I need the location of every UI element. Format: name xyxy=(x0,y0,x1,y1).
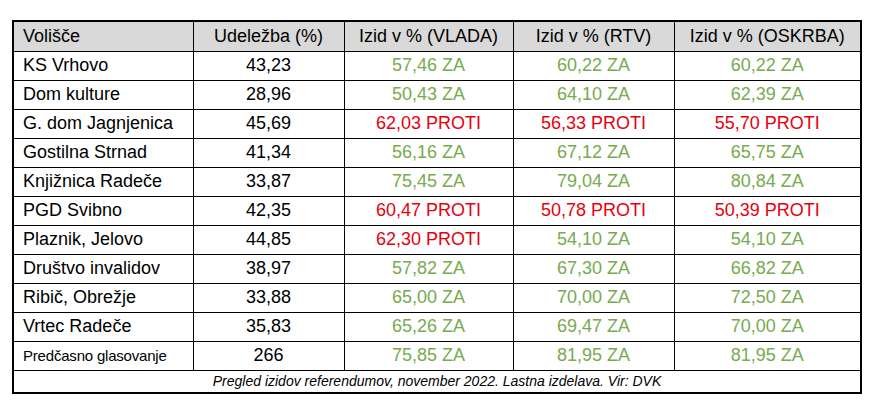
cell-udelezba: 45,69 xyxy=(193,109,344,138)
cell-izid-vlada: 56,16 ZA xyxy=(344,138,513,167)
cell-udelezba: 41,34 xyxy=(193,138,344,167)
cell-izid-rtv: 69,47 ZA xyxy=(513,312,674,341)
cell-volisce: Dom kulture xyxy=(13,80,193,109)
cell-izid-vlada: 62,03 PROTI xyxy=(344,109,513,138)
cell-izid-vlada: 60,47 PROTI xyxy=(344,196,513,225)
cell-izid-oskrba: 54,10 ZA xyxy=(674,225,861,254)
cell-izid-rtv: 54,10 ZA xyxy=(513,225,674,254)
cell-izid-rtv: 67,12 ZA xyxy=(513,138,674,167)
cell-izid-vlada: 50,43 ZA xyxy=(344,80,513,109)
table-row: Gostilna Strnad41,3456,16 ZA67,12 ZA65,7… xyxy=(13,138,861,167)
cell-izid-rtv: 56,33 PROTI xyxy=(513,109,674,138)
table-body: KS Vrhovo43,2357,46 ZA60,22 ZA60,22 ZADo… xyxy=(13,51,861,370)
cell-izid-vlada: 65,26 ZA xyxy=(344,312,513,341)
table-header: Volišče Udeležba (%) Izid v % (VLADA) Iz… xyxy=(13,21,861,51)
cell-izid-rtv: 60,22 ZA xyxy=(513,51,674,80)
cell-izid-rtv: 67,30 ZA xyxy=(513,254,674,283)
cell-izid-vlada: 57,46 ZA xyxy=(344,51,513,80)
column-header-izid-vlada: Izid v % (VLADA) xyxy=(344,21,513,51)
cell-izid-vlada: 57,82 ZA xyxy=(344,254,513,283)
table-footer: Pregled izidov referendumov, november 20… xyxy=(13,370,861,393)
table-row: Plaznik, Jelovo44,8562,30 PROTI54,10 ZA5… xyxy=(13,225,861,254)
cell-izid-rtv: 64,10 ZA xyxy=(513,80,674,109)
cell-izid-oskrba: 55,70 PROTI xyxy=(674,109,861,138)
cell-izid-oskrba: 50,39 PROTI xyxy=(674,196,861,225)
cell-izid-vlada: 75,45 ZA xyxy=(344,167,513,196)
cell-udelezba: 42,35 xyxy=(193,196,344,225)
column-header-izid-rtv: Izid v % (RTV) xyxy=(513,21,674,51)
cell-volisce: Knjižnica Radeče xyxy=(13,167,193,196)
table-row: Dom kulture28,9650,43 ZA64,10 ZA62,39 ZA xyxy=(13,80,861,109)
cell-volisce: Ribič, Obrežje xyxy=(13,283,193,312)
cell-udelezba: 28,96 xyxy=(193,80,344,109)
cell-volisce: Predčasno glasovanje xyxy=(13,341,193,370)
cell-volisce: KS Vrhovo xyxy=(13,51,193,80)
cell-izid-rtv: 79,04 ZA xyxy=(513,167,674,196)
cell-izid-rtv: 81,95 ZA xyxy=(513,341,674,370)
cell-izid-oskrba: 66,82 ZA xyxy=(674,254,861,283)
cell-udelezba: 266 xyxy=(193,341,344,370)
table-row: PGD Svibno42,3560,47 PROTI50,78 PROTI50,… xyxy=(13,196,861,225)
column-header-udelezba: Udeležba (%) xyxy=(193,21,344,51)
cell-izid-rtv: 70,00 ZA xyxy=(513,283,674,312)
cell-udelezba: 38,97 xyxy=(193,254,344,283)
cell-volisce: Društvo invalidov xyxy=(13,254,193,283)
cell-izid-rtv: 50,78 PROTI xyxy=(513,196,674,225)
cell-izid-oskrba: 62,39 ZA xyxy=(674,80,861,109)
cell-izid-oskrba: 80,84 ZA xyxy=(674,167,861,196)
cell-izid-vlada: 75,85 ZA xyxy=(344,341,513,370)
caption-row: Pregled izidov referendumov, november 20… xyxy=(13,370,861,393)
table-row: Vrtec Radeče35,8365,26 ZA69,47 ZA70,00 Z… xyxy=(13,312,861,341)
table-row: G. dom Jagnjenica45,6962,03 PROTI56,33 P… xyxy=(13,109,861,138)
cell-udelezba: 35,83 xyxy=(193,312,344,341)
table-row: Društvo invalidov38,9757,82 ZA67,30 ZA66… xyxy=(13,254,861,283)
cell-udelezba: 33,87 xyxy=(193,167,344,196)
cell-izid-oskrba: 60,22 ZA xyxy=(674,51,861,80)
cell-volisce: Gostilna Strnad xyxy=(13,138,193,167)
cell-volisce: PGD Svibno xyxy=(13,196,193,225)
column-header-izid-oskrba: Izid v % (OSKRBA) xyxy=(674,21,861,51)
table-row: Knjižnica Radeče33,8775,45 ZA79,04 ZA80,… xyxy=(13,167,861,196)
cell-volisce: Plaznik, Jelovo xyxy=(13,225,193,254)
cell-izid-oskrba: 65,75 ZA xyxy=(674,138,861,167)
column-header-volisce: Volišče xyxy=(13,21,193,51)
cell-izid-oskrba: 70,00 ZA xyxy=(674,312,861,341)
referendum-results-table-container: Volišče Udeležba (%) Izid v % (VLADA) Iz… xyxy=(12,20,862,394)
table-row: Ribič, Obrežje33,8865,00 ZA70,00 ZA72,50… xyxy=(13,283,861,312)
header-row: Volišče Udeležba (%) Izid v % (VLADA) Iz… xyxy=(13,21,861,51)
cell-izid-vlada: 62,30 PROTI xyxy=(344,225,513,254)
cell-udelezba: 44,85 xyxy=(193,225,344,254)
cell-volisce: G. dom Jagnjenica xyxy=(13,109,193,138)
cell-izid-oskrba: 72,50 ZA xyxy=(674,283,861,312)
table-row: KS Vrhovo43,2357,46 ZA60,22 ZA60,22 ZA xyxy=(13,51,861,80)
cell-izid-oskrba: 81,95 ZA xyxy=(674,341,861,370)
table-caption: Pregled izidov referendumov, november 20… xyxy=(13,370,861,393)
referendum-results-table: Volišče Udeležba (%) Izid v % (VLADA) Iz… xyxy=(12,20,862,394)
cell-udelezba: 43,23 xyxy=(193,51,344,80)
cell-volisce: Vrtec Radeče xyxy=(13,312,193,341)
table-row: Predčasno glasovanje26675,85 ZA81,95 ZA8… xyxy=(13,341,861,370)
cell-izid-vlada: 65,00 ZA xyxy=(344,283,513,312)
cell-udelezba: 33,88 xyxy=(193,283,344,312)
